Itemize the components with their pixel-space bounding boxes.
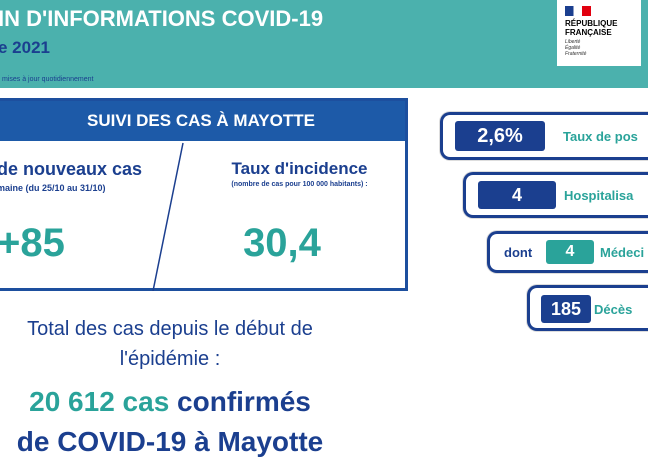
- value: 2,6%: [455, 121, 545, 151]
- indicator: 4 Hospitalisa: [463, 172, 648, 218]
- divider: [152, 142, 184, 291]
- value: 185: [541, 295, 591, 323]
- subtitle: e 2021: [0, 38, 50, 57]
- line2: de COVID-19 à Mayotte: [16, 426, 324, 457]
- header-band: [0, 0, 648, 88]
- prefix: dont: [504, 245, 533, 260]
- intro: l'épidémie :: [119, 348, 221, 370]
- line: FRANÇAISE: [565, 28, 612, 37]
- value: 4: [478, 181, 556, 209]
- value: 30,4: [243, 221, 321, 265]
- logo-motto: Liberté Égalité Fraternité: [565, 39, 633, 57]
- total: Total des cas depuis le début de l'épidé…: [0, 314, 340, 462]
- label: Taux de pos: [563, 129, 638, 144]
- label: Médeci: [600, 245, 645, 260]
- intro: Total des cas depuis le début de: [27, 318, 313, 340]
- value: +85: [0, 221, 65, 265]
- count: 20 612 cas: [29, 386, 170, 417]
- period: maine (du 25/10 au 31/10): [0, 183, 106, 193]
- flag: [565, 6, 591, 16]
- word: confirmés: [177, 386, 311, 417]
- logo: RÉPUBLIQUE FRANÇAISE Liberté Égalité Frater…: [557, 0, 641, 66]
- note: (nombre de cas pour 100 000 habitants) :: [231, 181, 368, 188]
- indicator: 185 Décès: [527, 285, 648, 331]
- indicator: dont 4 Médeci: [487, 231, 648, 273]
- panel: SUIVI DES CAS À MAYOTTE de nouveaux cas …: [0, 98, 408, 291]
- logo-name: RÉPUBLIQUE FRANÇAISE: [565, 19, 633, 37]
- value: 4: [546, 240, 594, 264]
- note: mises à jour quotidiennement: [2, 76, 94, 83]
- line: Liberté: [565, 39, 581, 45]
- line: Égalité: [565, 45, 581, 51]
- label: Taux d'incidence: [231, 159, 368, 178]
- label: de nouveaux cas: [0, 159, 143, 179]
- label: Hospitalisa: [564, 188, 634, 203]
- label: Décès: [594, 302, 633, 317]
- line: Fraternité: [565, 51, 587, 57]
- line: RÉPUBLIQUE: [565, 19, 618, 28]
- indicator: 2,6% Taux de pos: [440, 112, 648, 160]
- title: IN D'INFORMATIONS COVID-19: [0, 6, 324, 31]
- count-line: 20 612 cas confirmés: [0, 382, 340, 422]
- panel-title: SUIVI DES CAS À MAYOTTE: [0, 101, 405, 141]
